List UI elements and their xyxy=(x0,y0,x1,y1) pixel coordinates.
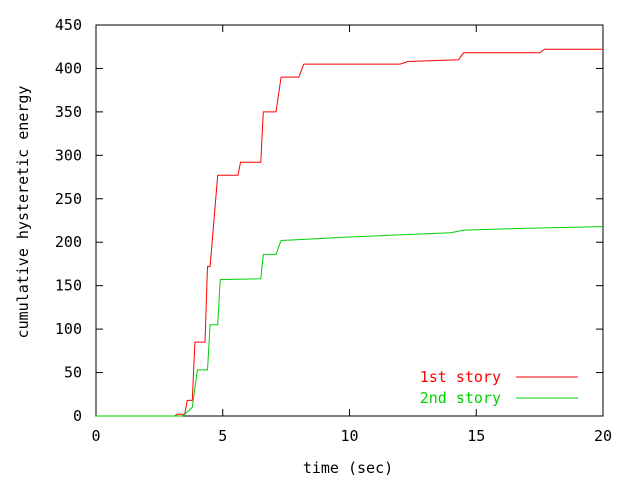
legend-label-1: 1st story xyxy=(420,368,501,386)
y-tick-label: 450 xyxy=(55,16,82,34)
y-axis-label: cumulative hysteretic energy xyxy=(14,86,32,339)
y-tick-label: 100 xyxy=(55,320,82,338)
series-layer xyxy=(96,48,604,417)
y-tick-label: 250 xyxy=(55,190,82,208)
x-tick-label: 10 xyxy=(340,427,358,445)
y-tick-label: 200 xyxy=(55,233,82,251)
x-tick-label: 15 xyxy=(467,427,485,445)
x-axis-label: time (sec) xyxy=(303,459,393,477)
x-tick-label: 20 xyxy=(594,427,612,445)
y-tick-label: 50 xyxy=(64,364,82,382)
plot-frame xyxy=(95,24,604,417)
y-tick-label: 350 xyxy=(55,103,82,121)
y-tick-label: 0 xyxy=(73,407,82,425)
y-tick-label: 300 xyxy=(55,146,82,164)
legend: 1st story 2nd story xyxy=(420,368,578,407)
x-tick-label: 5 xyxy=(218,427,227,445)
y-tick-label: 150 xyxy=(55,277,82,295)
y-tick-label: 400 xyxy=(55,59,82,77)
series-line-2 xyxy=(96,226,604,417)
y-axis: 0 50 100 150 200 250 300 350 400 450 xyxy=(55,16,603,425)
legend-label-2: 2nd story xyxy=(420,389,501,407)
x-tick-label: 0 xyxy=(91,427,100,445)
series-line-1 xyxy=(96,48,603,417)
x-axis: 0 5 10 15 20 xyxy=(91,25,612,445)
plot-border xyxy=(95,24,604,417)
